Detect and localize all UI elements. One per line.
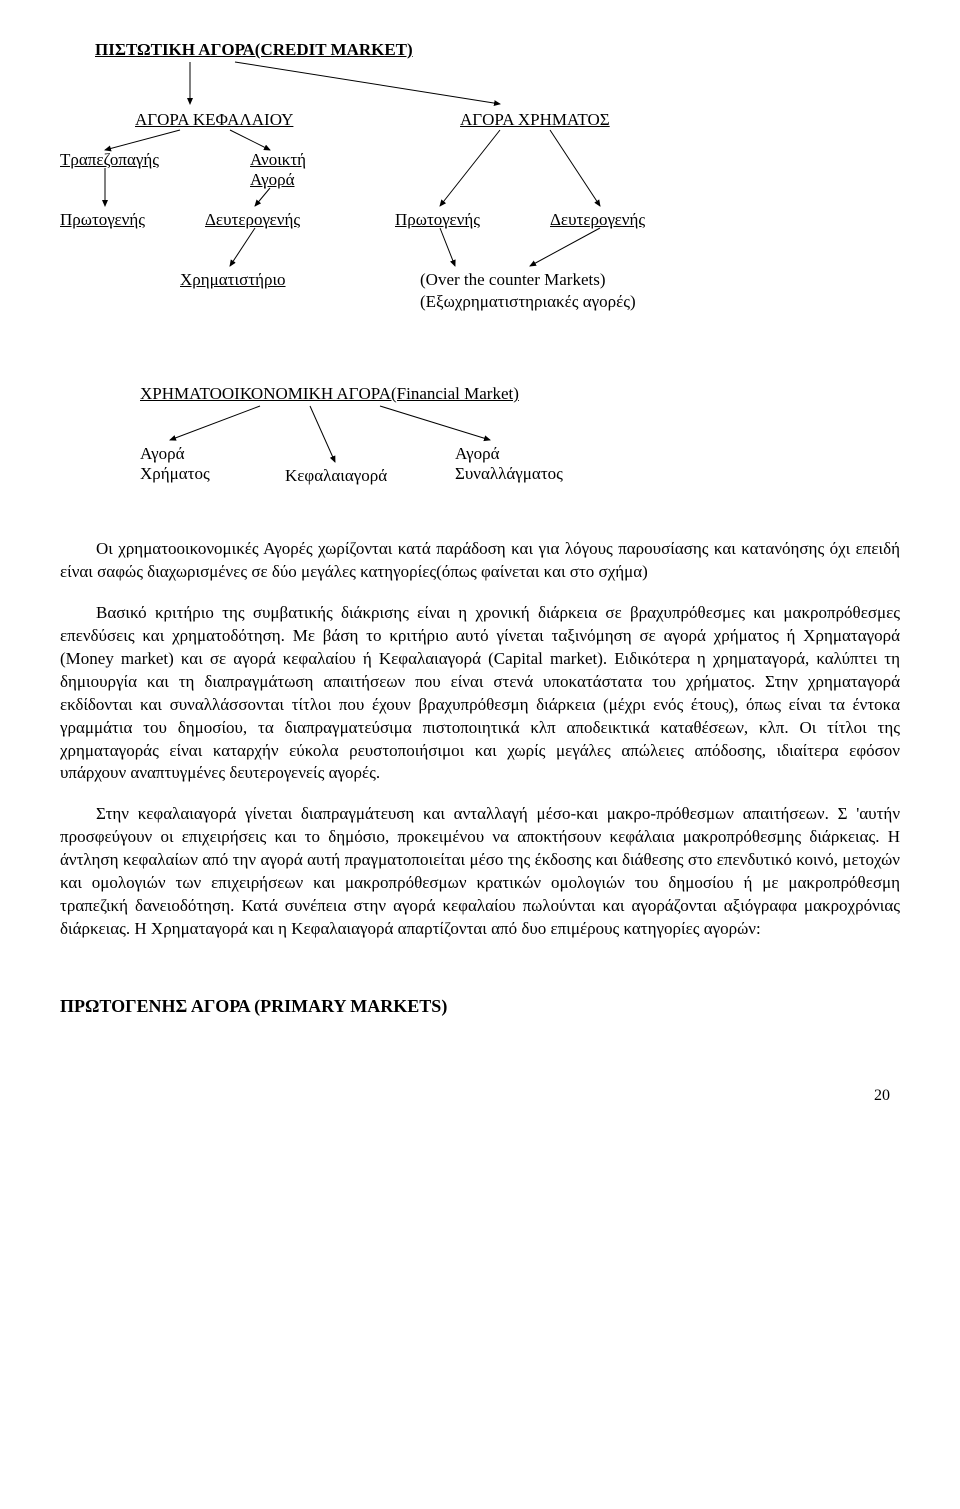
paragraph-1: Οι χρηματοοικονομικές Αγορές χωρίζονται … — [60, 538, 900, 584]
node-agora-synallagmatos: Αγορά Συναλλάγματος — [455, 444, 563, 484]
financial-market-diagram: ΧΡΗΜΑΤΟΟΙΚΟΝΟΜΙΚΗ ΑΓΟΡΑ(Financial Market… — [60, 384, 900, 514]
diagram2-title: ΧΡΗΜΑΤΟΟΙΚΟΝΟΜΙΚΗ ΑΓΟΡΑ(Financial Market… — [140, 384, 519, 404]
node-deuterogenis-1: Δευτερογενής — [205, 210, 300, 230]
node-agora-kefalaiou: ΑΓΟΡΑ ΚΕΦΑΛΑΙΟΥ — [135, 110, 293, 130]
diagram1-arrows — [60, 40, 900, 360]
node-exoxrimatistiriakes: (Eξωχρηματιστηριακές αγορές) — [420, 292, 636, 312]
node-trapezopagis: Τραπεζοπαγής — [60, 150, 159, 170]
node-anoikti: Ανοικτή — [250, 150, 306, 169]
d2-c-line1: Αγορά — [455, 444, 500, 463]
page-number: 20 — [60, 1087, 900, 1105]
d2-a-line1: Αγορά — [140, 444, 185, 463]
credit-market-diagram: ΠΙΣΤΩΤΙΚΗ ΑΓΟΡΑ(CREDIT MARKET) ΑΓΟΡΑ ΚΕΦ… — [60, 40, 900, 360]
node-agora: Αγορά — [250, 170, 295, 189]
section-heading-primary-markets: ΠΡΩΤΟΓΕΝΗΣ ΑΓΟΡΑ (PRIMARY MARKETS) — [60, 996, 900, 1017]
d2-c-line2: Συναλλάγματος — [455, 464, 563, 483]
paragraph-2: Βασικό κριτήριο της συμβατικής διάκρισης… — [60, 602, 900, 786]
node-agora-xrimatos: ΑΓΟΡΑ ΧΡΗΜΑΤΟΣ — [460, 110, 610, 130]
node-kefalaiagora: Κεφαλαιαγορά — [285, 466, 387, 486]
node-anoikti-agora: Ανοικτή Αγορά — [250, 150, 306, 190]
paragraph-3: Στην κεφαλαιαγορά γίνεται διαπραγμάτευση… — [60, 803, 900, 941]
diagram1-title: ΠΙΣΤΩΤΙΚΗ ΑΓΟΡΑ(CREDIT MARKET) — [95, 40, 413, 60]
node-xrimatistirio: Χρηματιστήριο — [180, 270, 286, 290]
node-otc-markets: (Over the counter Markets) — [420, 270, 606, 290]
d2-a-line2: Χρήματος — [140, 464, 210, 483]
node-protogenis-2: Πρωτογενής — [395, 210, 480, 230]
node-agora-xrimatos-2: Αγορά Χρήματος — [140, 444, 210, 484]
node-deuterogenis-2: Δευτερογενής — [550, 210, 645, 230]
node-protogenis-1: Πρωτογενής — [60, 210, 145, 230]
